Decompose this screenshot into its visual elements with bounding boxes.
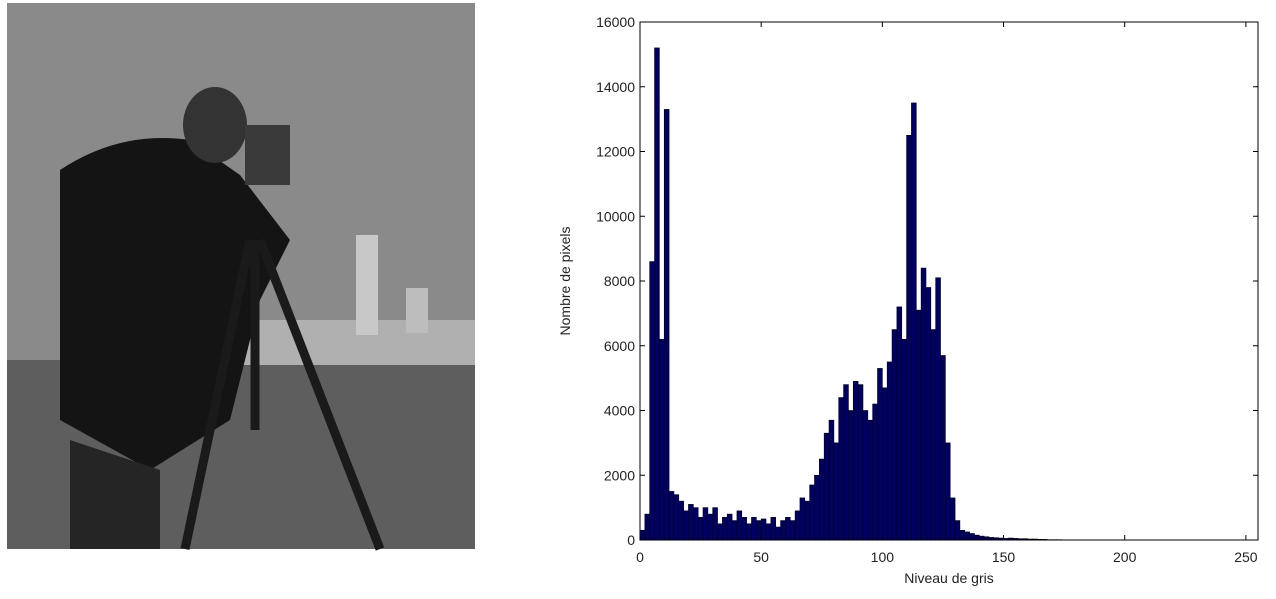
bar (795, 511, 800, 540)
bar (926, 287, 931, 540)
bar (970, 534, 975, 540)
y-tick-label: 2000 (604, 467, 635, 483)
bar (844, 385, 849, 540)
bar (645, 514, 650, 540)
bar (781, 521, 786, 540)
bar (907, 135, 912, 540)
bar (805, 501, 810, 540)
x-tick-label: 50 (753, 549, 769, 565)
bar (873, 404, 878, 540)
bar (669, 491, 674, 540)
tower (406, 288, 428, 333)
tower (356, 235, 378, 335)
bar (664, 109, 669, 540)
x-tick-label: 200 (1113, 549, 1137, 565)
bar (650, 262, 655, 540)
head (183, 87, 247, 163)
bar (868, 420, 873, 540)
bar (737, 511, 742, 540)
bar (911, 103, 916, 540)
y-tick-label: 10000 (596, 208, 635, 224)
y-tick-label: 16000 (596, 14, 635, 30)
bar (713, 508, 718, 540)
bar (785, 517, 790, 540)
bar (829, 420, 834, 540)
bar (863, 411, 868, 541)
bar (742, 517, 747, 540)
bar (810, 485, 815, 540)
bar (955, 521, 960, 540)
bar (732, 521, 737, 540)
bar (790, 521, 795, 540)
bar (921, 268, 926, 540)
bar (756, 521, 761, 540)
bar (960, 530, 965, 540)
bar (887, 362, 892, 540)
bar (688, 504, 693, 540)
y-tick-label: 4000 (604, 403, 635, 419)
bar (848, 411, 853, 541)
bar (751, 517, 756, 540)
bar (800, 498, 805, 540)
bar (761, 519, 766, 540)
bar (858, 385, 863, 540)
bar (945, 443, 950, 540)
x-axis-label: Niveau de gris (904, 570, 994, 586)
y-tick-label: 12000 (596, 144, 635, 160)
bar (878, 368, 883, 540)
y-tick-label: 6000 (604, 338, 635, 354)
y-tick-label: 14000 (596, 79, 635, 95)
bar (834, 443, 839, 540)
bar (727, 514, 732, 540)
bar (974, 535, 979, 540)
bar (941, 355, 946, 540)
bar (839, 398, 844, 540)
bar (814, 475, 819, 540)
bar (892, 330, 897, 540)
bar (824, 433, 829, 540)
photo (7, 3, 475, 549)
x-tick-label: 100 (871, 549, 895, 565)
bar (902, 339, 907, 540)
bar (766, 524, 771, 540)
bar (693, 508, 698, 540)
bar (747, 524, 752, 540)
bar (718, 524, 723, 540)
bar (703, 508, 708, 540)
bar (708, 514, 713, 540)
y-tick-label: 8000 (604, 273, 635, 289)
bar (931, 330, 936, 540)
camera (245, 125, 290, 185)
bar (950, 498, 955, 540)
bar (979, 536, 984, 540)
x-tick-label: 150 (992, 549, 1016, 565)
bar (679, 501, 684, 540)
bar (882, 388, 887, 540)
bar (916, 310, 921, 540)
bar (936, 278, 941, 540)
x-tick-label: 0 (636, 549, 644, 565)
bar (722, 517, 727, 540)
bar (776, 527, 781, 540)
bar (897, 307, 902, 540)
bar (674, 495, 679, 540)
bar (659, 339, 664, 540)
bar (771, 517, 776, 540)
bar (965, 532, 970, 540)
bar (640, 530, 645, 540)
y-tick-label: 0 (627, 532, 635, 548)
bar (684, 511, 689, 540)
bar (698, 517, 703, 540)
bar (655, 48, 660, 540)
y-axis-label: Nombre de pixels (557, 227, 573, 336)
bar (819, 459, 824, 540)
x-tick-label: 250 (1234, 549, 1258, 565)
bar (853, 381, 858, 540)
